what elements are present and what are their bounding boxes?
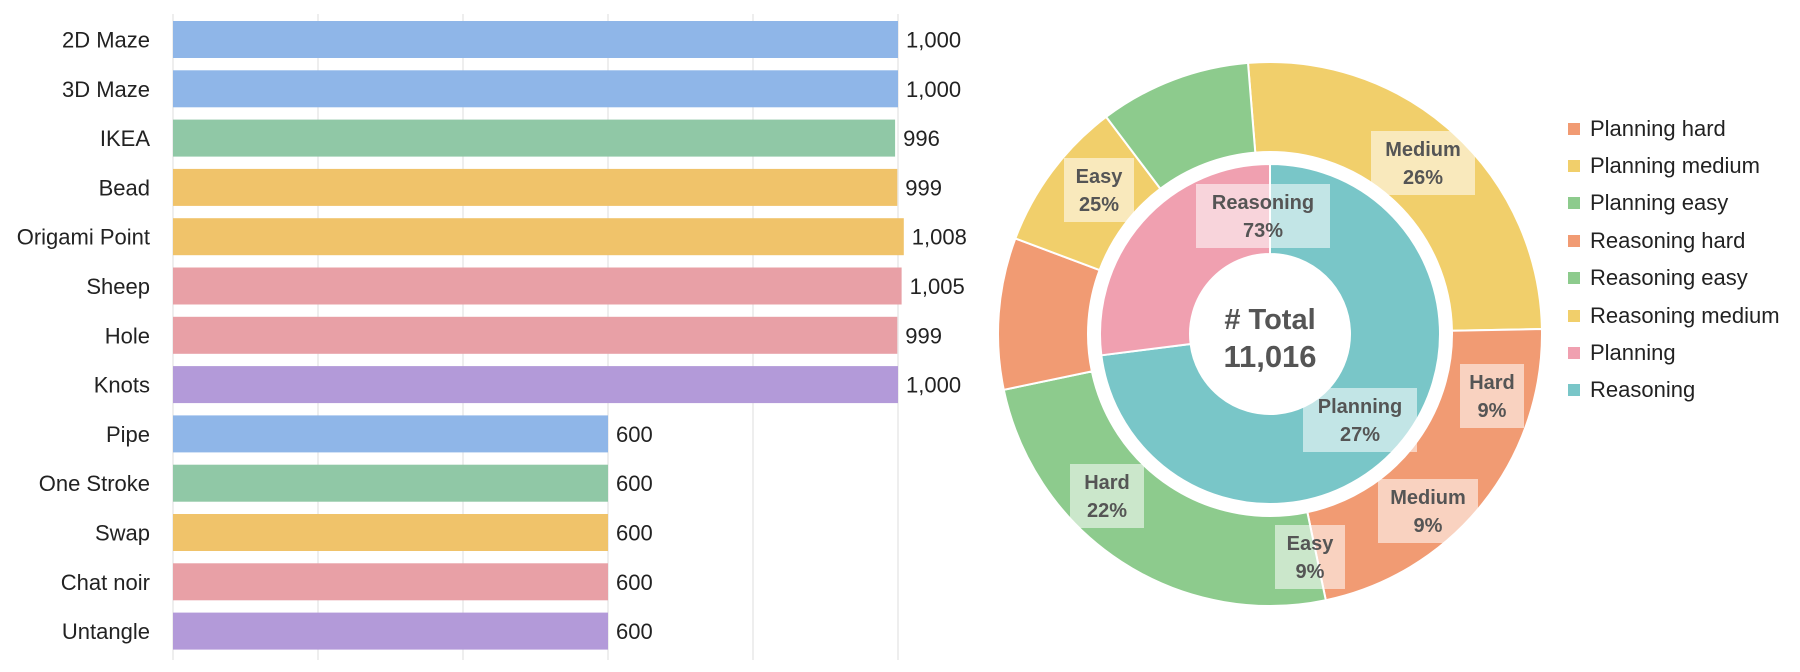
inner-label-planning-text: 27% [1340, 424, 1380, 446]
value-label: 1,000 [906, 28, 961, 53]
legend-item-reasoning-hard: Reasoning hard [1568, 222, 1780, 259]
legend-swatch [1568, 234, 1580, 247]
bar-ikea [173, 119, 896, 157]
legend-item-reasoning-easy: Reasoning easy [1568, 260, 1780, 297]
legend-item-planning: Planning [1568, 334, 1780, 371]
bar-chart: 2D Maze 1,000 3D Maze 1,000 IKEA 996 Bead 999 Or… [17, 14, 967, 660]
legend-swatch [1568, 122, 1580, 135]
bar-chat-noir [173, 563, 608, 601]
legend-swatch [1568, 309, 1580, 322]
category-label: Bead [99, 175, 150, 200]
bar-one-stroke [173, 464, 608, 502]
bar-2d-maze [173, 21, 898, 58]
category-label: Hole [105, 323, 150, 348]
legend-label: Reasoning easy [1590, 265, 1748, 291]
legend-label: Planning hard [1590, 115, 1726, 141]
outer-label-planning-hard-text: Hard [1469, 372, 1515, 394]
bar-sheep [173, 267, 902, 305]
category-label: Chat noir [61, 570, 150, 595]
legend-label: Planning [1590, 340, 1676, 366]
outer-label-reasoning-hard-box [1070, 464, 1144, 528]
value-label: 1,005 [910, 274, 965, 299]
inner-label-reasoning-text: Reasoning [1212, 192, 1314, 214]
value-label: 600 [616, 521, 653, 546]
inner-label-reasoning-text: 73% [1243, 220, 1283, 242]
category-label: Swap [95, 521, 150, 546]
value-label: 1,008 [912, 225, 967, 250]
bar-untangle [173, 612, 608, 650]
legend-item-reasoning-medium: Reasoning medium [1568, 297, 1780, 334]
bar-knots [173, 366, 898, 404]
category-label: Pipe [106, 422, 150, 447]
legend-label: Planning medium [1590, 153, 1760, 179]
outer-label-planning-medium-text: 9% [1414, 515, 1443, 537]
outer-label-reasoning-easy-text: Easy [1076, 166, 1124, 188]
bar-swap [173, 514, 608, 551]
value-label: 1,000 [906, 77, 961, 102]
outer-label-planning-hard-box [1460, 364, 1524, 428]
value-label: 999 [905, 323, 942, 348]
outer-slice-reasoning-easy [1002, 370, 1327, 607]
legend-swatch [1568, 272, 1580, 285]
outer-label-planning-medium-text: Medium [1390, 487, 1466, 509]
category-label: 3D Maze [62, 77, 150, 102]
outer-label-planning-easy-box [1275, 525, 1345, 589]
donut-center-hole [1190, 254, 1350, 414]
value-label: 600 [616, 471, 653, 496]
outer-label-planning-hard-text: 9% [1478, 400, 1507, 422]
category-label: Sheep [86, 274, 150, 299]
outer-label-reasoning-easy-text: 25% [1079, 194, 1119, 216]
legend: Planning hard Planning medium Planning eas… [1568, 110, 1780, 409]
legend-label: Reasoning hard [1590, 227, 1746, 253]
category-label: Untangle [62, 619, 150, 644]
legend-item-reasoning: Reasoning [1568, 372, 1780, 409]
bar-3d-maze [173, 70, 898, 108]
legend-swatch [1568, 197, 1580, 210]
outer-label-reasoning-medium-text: Medium [1385, 139, 1461, 161]
legend-swatch [1568, 384, 1580, 397]
value-label: 600 [616, 422, 653, 447]
outer-label-planning-medium-box [1378, 479, 1478, 543]
outer-label-reasoning-hard-text: 22% [1087, 500, 1127, 522]
outer-label-reasoning-medium-box [1371, 131, 1475, 195]
bar-origami-point [173, 218, 904, 256]
value-label: 1,000 [906, 373, 961, 398]
category-label: Origami Point [17, 225, 150, 250]
category-label: Knots [94, 373, 150, 398]
legend-label: Reasoning [1590, 377, 1696, 403]
inner-label-planning-text: Planning [1318, 396, 1402, 418]
legend-item-planning-easy: Planning easy [1568, 185, 1780, 222]
legend-label: Reasoning medium [1590, 302, 1780, 328]
outer-label-planning-easy-text: Easy [1287, 533, 1335, 555]
value-label: 996 [903, 126, 940, 151]
donut-chart: Medium 26% Hard 22% Easy 25% Hard 9% Medium 9% Eas… [997, 61, 1543, 607]
legend-item-planning-medium: Planning medium [1568, 147, 1780, 184]
legend-swatch [1568, 347, 1580, 360]
legend-swatch [1568, 160, 1580, 173]
outer-label-reasoning-easy-box [1064, 158, 1134, 222]
value-label: 999 [905, 175, 942, 200]
outer-slice-reasoning-medium [1246, 61, 1543, 332]
category-label: 2D Maze [62, 28, 150, 53]
value-label: 600 [616, 570, 653, 595]
value-label: 600 [616, 619, 653, 644]
donut-labels: Medium 26% Hard 22% Easy 25% Hard 9% Medium 9% Eas… [1064, 131, 1524, 589]
bar-series: 2D Maze 1,000 3D Maze 1,000 IKEA 996 Bead 999 Or… [17, 21, 967, 650]
outer-slice-planning-easy [1104, 61, 1257, 191]
bar-hole [173, 316, 898, 354]
bar-bead [173, 168, 898, 206]
inner-label-planning-box [1303, 388, 1417, 452]
inner-label-reasoning-box [1196, 184, 1330, 248]
legend-item-planning-hard: Planning hard [1568, 110, 1780, 147]
center-total-label: # Total [1224, 304, 1315, 336]
category-label: One Stroke [39, 471, 150, 496]
legend-label: Planning easy [1590, 190, 1729, 216]
outer-label-reasoning-hard-text: Hard [1084, 472, 1130, 494]
outer-label-planning-easy-text: 9% [1296, 561, 1325, 583]
center-total-value: 11,016 [1223, 339, 1316, 374]
bar-pipe [173, 415, 608, 453]
category-label: IKEA [100, 126, 150, 151]
outer-label-reasoning-medium-text: 26% [1403, 167, 1443, 189]
